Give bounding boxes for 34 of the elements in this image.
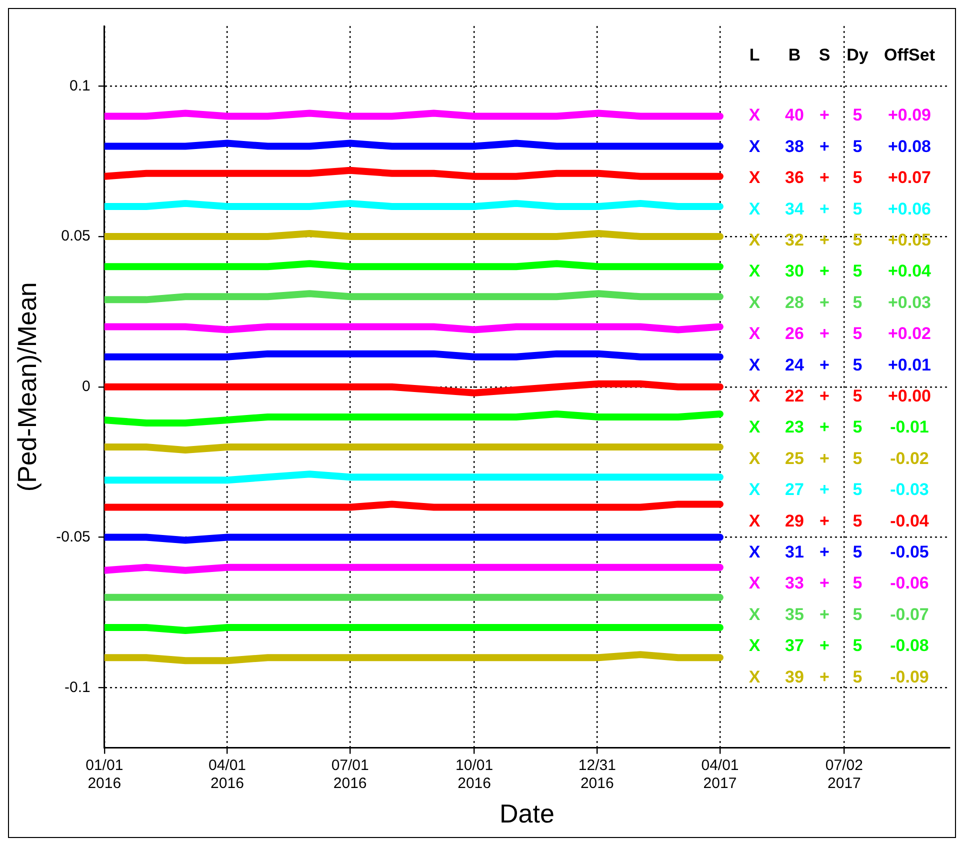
text: X 31 + 5 -0.05 — [748, 542, 929, 562]
x-tick-label: 04/01 2016 — [208, 756, 246, 792]
text: X 29 + 5 -0.04 — [748, 511, 929, 530]
text: X 28 + 5 +0.03 — [748, 292, 932, 312]
y-tick-label: 0.1 — [70, 77, 90, 94]
text: X 40 + 5 +0.09 — [748, 106, 932, 125]
text: X 35 + 5 -0.07 — [748, 604, 929, 624]
y-tick-label: -0.05 — [56, 528, 90, 546]
text: X 24 + 5 +0.01 — [748, 355, 932, 374]
text: L B S Dy OffSet — [749, 46, 935, 65]
x-tick-label: 07/02 2017 — [825, 756, 863, 792]
text: X 34 + 5 +0.06 — [748, 199, 932, 218]
text: X 23 + 5 -0.01 — [748, 418, 929, 437]
text: X 22 + 5 +0.00 — [748, 386, 932, 406]
text: X 30 + 5 +0.04 — [748, 262, 932, 281]
text: X 27 + 5 -0.03 — [748, 480, 929, 500]
y-tick-label: 0.05 — [61, 228, 90, 245]
x-tick-label: 12/31 2016 — [578, 756, 616, 792]
text: X 32 + 5 +0.05 — [748, 230, 932, 250]
y-axis-title: (Ped-Mean)/Mean — [12, 282, 42, 492]
y-tick-label: 0 — [82, 378, 90, 396]
text: X 25 + 5 -0.02 — [748, 448, 929, 468]
y-tick-label: -0.1 — [64, 678, 90, 696]
text: X 36 + 5 +0.07 — [748, 168, 932, 188]
x-axis-title: Date — [499, 798, 554, 829]
text: X 39 + 5 -0.09 — [748, 667, 929, 686]
x-tick-label: 07/01 2016 — [331, 756, 369, 792]
x-tick-label: 01/01 2016 — [86, 756, 124, 792]
text: X 38 + 5 +0.08 — [748, 136, 932, 156]
text: X 26 + 5 +0.02 — [748, 324, 932, 344]
x-tick-label: 10/01 2016 — [456, 756, 494, 792]
x-tick-label: 04/01 2017 — [701, 756, 739, 792]
text: X 37 + 5 -0.08 — [748, 636, 929, 656]
text: X 33 + 5 -0.06 — [748, 574, 929, 593]
